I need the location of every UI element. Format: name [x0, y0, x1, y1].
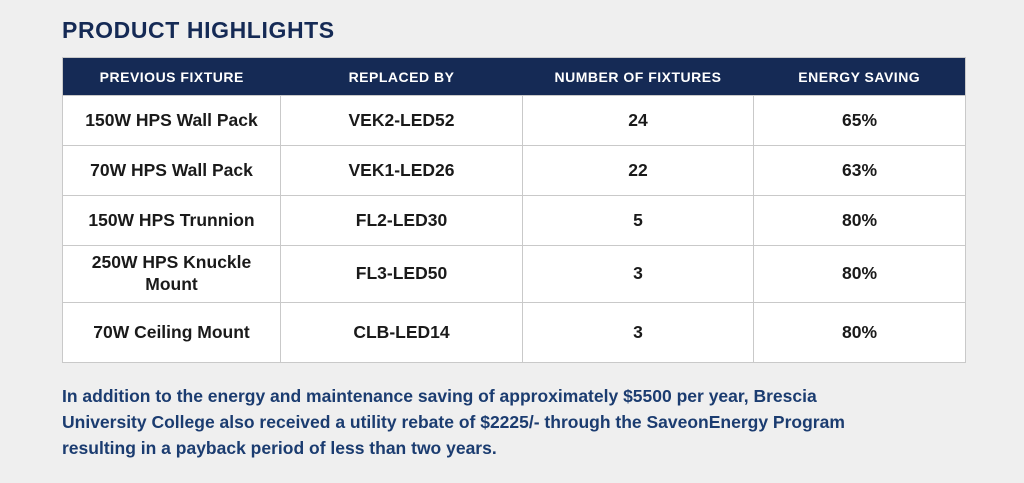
cell-number-of-fixtures: 3	[522, 302, 754, 363]
table-row: 150W HPS Wall Pack VEK2-LED52 24 65%	[62, 95, 966, 146]
product-highlights-table: PREVIOUS FIXTURE REPLACED BY NUMBER OF F…	[62, 57, 966, 363]
cell-number-of-fixtures: 24	[522, 95, 754, 146]
cell-previous-fixture: 250W HPS Knuckle Mount	[62, 245, 281, 303]
cell-replaced-by: FL2-LED30	[280, 195, 523, 246]
cell-energy-saving: 80%	[753, 195, 966, 246]
cell-previous-fixture: 150W HPS Wall Pack	[62, 95, 281, 146]
cell-replaced-by: VEK1-LED26	[280, 145, 523, 196]
cell-energy-saving: 80%	[753, 245, 966, 303]
cell-replaced-by: FL3-LED50	[280, 245, 523, 303]
cell-number-of-fixtures: 5	[522, 195, 754, 246]
table-row: 150W HPS Trunnion FL2-LED30 5 80%	[62, 195, 966, 246]
cell-number-of-fixtures: 22	[522, 145, 754, 196]
cell-replaced-by: VEK2-LED52	[280, 95, 523, 146]
cell-energy-saving: 63%	[753, 145, 966, 196]
table-row: 250W HPS Knuckle Mount FL3-LED50 3 80%	[62, 245, 966, 303]
summary-note: In addition to the energy and maintenanc…	[62, 386, 845, 458]
column-header-energy-saving: ENERGY SAVING	[753, 57, 966, 96]
table-header-row: PREVIOUS FIXTURE REPLACED BY NUMBER OF F…	[62, 57, 966, 96]
cell-previous-fixture: 150W HPS Trunnion	[62, 195, 281, 246]
column-header-replaced-by: REPLACED BY	[280, 57, 523, 96]
page-title: PRODUCT HIGHLIGHTS	[62, 17, 335, 43]
cell-previous-fixture: 70W Ceiling Mount	[62, 302, 281, 363]
cell-number-of-fixtures: 3	[522, 245, 754, 303]
cell-replaced-by: CLB-LED14	[280, 302, 523, 363]
column-header-previous-fixture: PREVIOUS FIXTURE	[62, 57, 281, 96]
cell-energy-saving: 80%	[753, 302, 966, 363]
table-row: 70W HPS Wall Pack VEK1-LED26 22 63%	[62, 145, 966, 196]
cell-energy-saving: 65%	[753, 95, 966, 146]
column-header-number-of-fixtures: NUMBER OF FIXTURES	[522, 57, 754, 96]
cell-previous-fixture: 70W HPS Wall Pack	[62, 145, 281, 196]
table-row: 70W Ceiling Mount CLB-LED14 3 80%	[62, 302, 966, 363]
